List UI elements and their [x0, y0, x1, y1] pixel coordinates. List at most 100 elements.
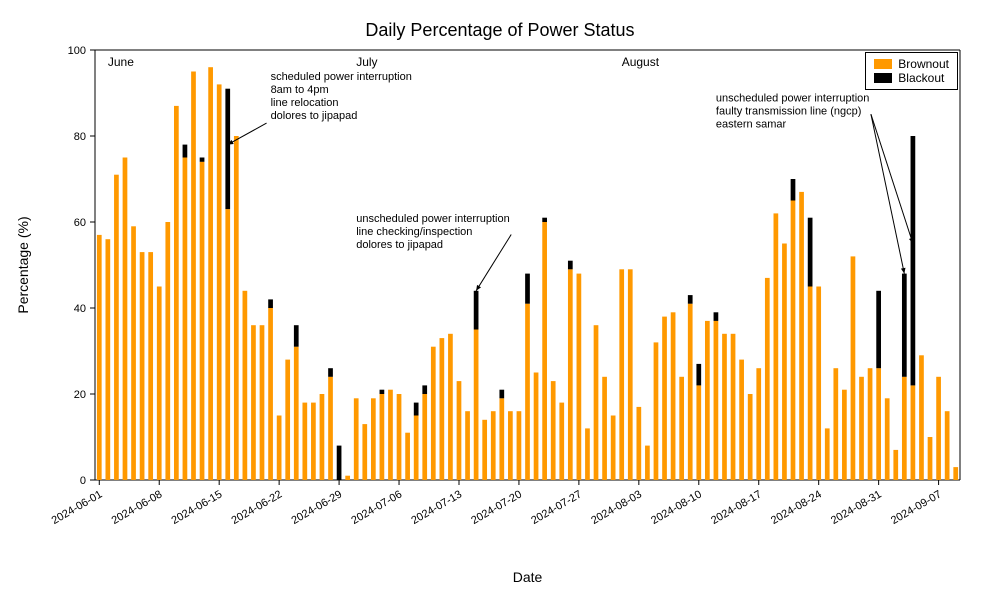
svg-text:2024-07-13: 2024-07-13 — [409, 488, 464, 527]
svg-text:2024-08-10: 2024-08-10 — [649, 488, 704, 527]
bar-brownout — [671, 312, 676, 480]
annotation-text: 8am to 4pm — [271, 84, 329, 96]
bar-brownout — [491, 411, 496, 480]
bar-brownout — [774, 213, 779, 480]
bar-brownout — [285, 360, 290, 480]
bar-brownout — [517, 411, 522, 480]
svg-text:Percentage (%): Percentage (%) — [15, 216, 31, 313]
bar-blackout — [337, 446, 342, 480]
bar-brownout — [696, 385, 701, 480]
bar-brownout — [448, 334, 453, 480]
bar-blackout — [268, 299, 273, 308]
bar-blackout — [225, 89, 230, 209]
bar-brownout — [662, 317, 667, 480]
annotation-arrow — [871, 114, 904, 274]
legend-swatch — [874, 73, 892, 83]
bar-brownout — [705, 321, 710, 480]
bar-blackout — [696, 364, 701, 386]
bar-brownout — [791, 201, 796, 481]
bar-brownout — [499, 398, 504, 480]
bar-brownout — [594, 325, 599, 480]
bar-brownout — [611, 416, 616, 481]
annotation-text: line checking/inspection — [356, 226, 472, 238]
bar-brownout — [577, 274, 582, 480]
bar-blackout — [542, 218, 547, 222]
bar-blackout — [499, 390, 504, 399]
bar-brownout — [157, 287, 162, 481]
legend-label: Blackout — [898, 71, 944, 85]
bar-blackout — [876, 291, 881, 368]
bar-brownout — [936, 377, 941, 480]
bar-brownout — [217, 84, 222, 480]
bar-blackout — [568, 261, 573, 270]
bar-blackout — [714, 312, 719, 321]
svg-text:2024-08-31: 2024-08-31 — [829, 488, 884, 527]
svg-text:2024-07-20: 2024-07-20 — [469, 488, 524, 527]
bar-blackout — [525, 274, 530, 304]
bar-brownout — [911, 385, 916, 480]
bar-brownout — [945, 411, 950, 480]
bar-brownout — [165, 222, 170, 480]
svg-text:40: 40 — [74, 303, 86, 315]
bar-brownout — [457, 381, 462, 480]
bar-brownout — [559, 403, 564, 480]
svg-text:2024-06-22: 2024-06-22 — [229, 488, 284, 527]
bar-brownout — [739, 360, 744, 480]
bar-blackout — [902, 274, 907, 377]
bar-brownout — [525, 304, 530, 480]
bar-brownout — [919, 355, 924, 480]
bar-brownout — [328, 377, 333, 480]
bar-brownout — [902, 377, 907, 480]
bar-brownout — [551, 381, 556, 480]
bar-brownout — [191, 72, 196, 481]
bar-brownout — [474, 330, 479, 481]
bar-brownout — [414, 416, 419, 481]
annotation-arrow — [871, 114, 913, 243]
svg-text:2024-08-03: 2024-08-03 — [589, 488, 644, 527]
svg-text:Date: Date — [513, 569, 543, 585]
svg-text:80: 80 — [74, 131, 86, 143]
bar-brownout — [97, 235, 102, 480]
bar-brownout — [277, 416, 282, 481]
bar-brownout — [183, 158, 188, 481]
bar-brownout — [602, 377, 607, 480]
svg-text:2024-06-15: 2024-06-15 — [170, 488, 225, 527]
bar-brownout — [440, 338, 445, 480]
bar-brownout — [679, 377, 684, 480]
annotation-text: dolores to jipapad — [271, 110, 358, 122]
bar-blackout — [200, 158, 205, 162]
annotation-text: scheduled power interruption — [271, 71, 412, 83]
bar-brownout — [534, 373, 539, 481]
annotation-text: unscheduled power interruption — [356, 213, 510, 225]
bar-brownout — [465, 411, 470, 480]
bar-brownout — [354, 398, 359, 480]
bar-brownout — [422, 394, 427, 480]
bar-brownout — [876, 368, 881, 480]
legend-item: Blackout — [874, 71, 949, 85]
bar-brownout — [722, 334, 727, 480]
bar-brownout — [765, 278, 770, 480]
bar-brownout — [842, 390, 847, 480]
bar-brownout — [833, 368, 838, 480]
bar-blackout — [422, 385, 427, 394]
bar-blackout — [474, 291, 479, 330]
bar-brownout — [362, 424, 367, 480]
annotation-text: eastern samar — [716, 119, 787, 131]
bar-brownout — [268, 308, 273, 480]
bar-brownout — [645, 446, 650, 480]
bar-brownout — [868, 368, 873, 480]
svg-text:20: 20 — [74, 389, 86, 401]
legend-swatch — [874, 59, 892, 69]
bar-brownout — [568, 269, 573, 480]
bar-brownout — [140, 252, 145, 480]
svg-text:60: 60 — [74, 217, 86, 229]
bar-blackout — [294, 325, 299, 347]
bar-blackout — [911, 136, 916, 385]
bar-brownout — [294, 347, 299, 480]
bar-brownout — [208, 67, 213, 480]
bar-brownout — [714, 321, 719, 480]
chart-container: Daily Percentage of Power Status 0204060… — [0, 0, 1000, 600]
svg-text:2024-08-17: 2024-08-17 — [709, 488, 764, 527]
annotation-text: unscheduled power interruption — [716, 93, 870, 105]
svg-text:2024-07-27: 2024-07-27 — [529, 488, 584, 527]
